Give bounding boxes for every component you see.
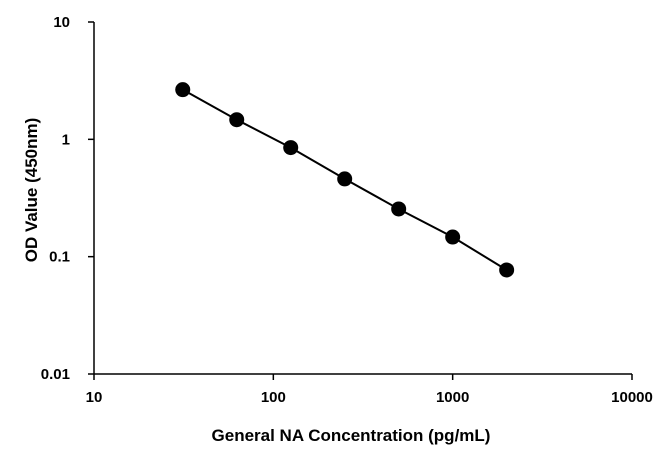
x-tick-label: 1000 <box>436 389 469 406</box>
data-point <box>391 201 407 217</box>
x-axis-title: General NA Concentration (pg/mL) <box>212 426 491 445</box>
y-tick-label: 1 <box>62 131 70 148</box>
data-point <box>499 262 515 278</box>
data-point <box>175 82 191 98</box>
y-axis-title: OD Value (450nm) <box>22 118 41 263</box>
y-tick-label: 10 <box>53 14 70 31</box>
data-point <box>337 171 353 187</box>
data-point <box>229 112 245 128</box>
y-tick-label: 0.01 <box>41 366 70 383</box>
y-tick-label: 0.1 <box>49 249 70 266</box>
data-point <box>445 229 461 245</box>
data-points <box>175 82 515 278</box>
x-ticks: 10 100 1000 10000 <box>86 374 653 406</box>
x-tick-label: 100 <box>261 389 286 406</box>
y-ticks: 0.01 0.1 1 10 <box>41 14 94 383</box>
x-tick-label: 10 <box>86 389 103 406</box>
axes <box>93 22 632 375</box>
data-point <box>283 140 299 156</box>
x-tick-label: 10000 <box>611 389 653 406</box>
